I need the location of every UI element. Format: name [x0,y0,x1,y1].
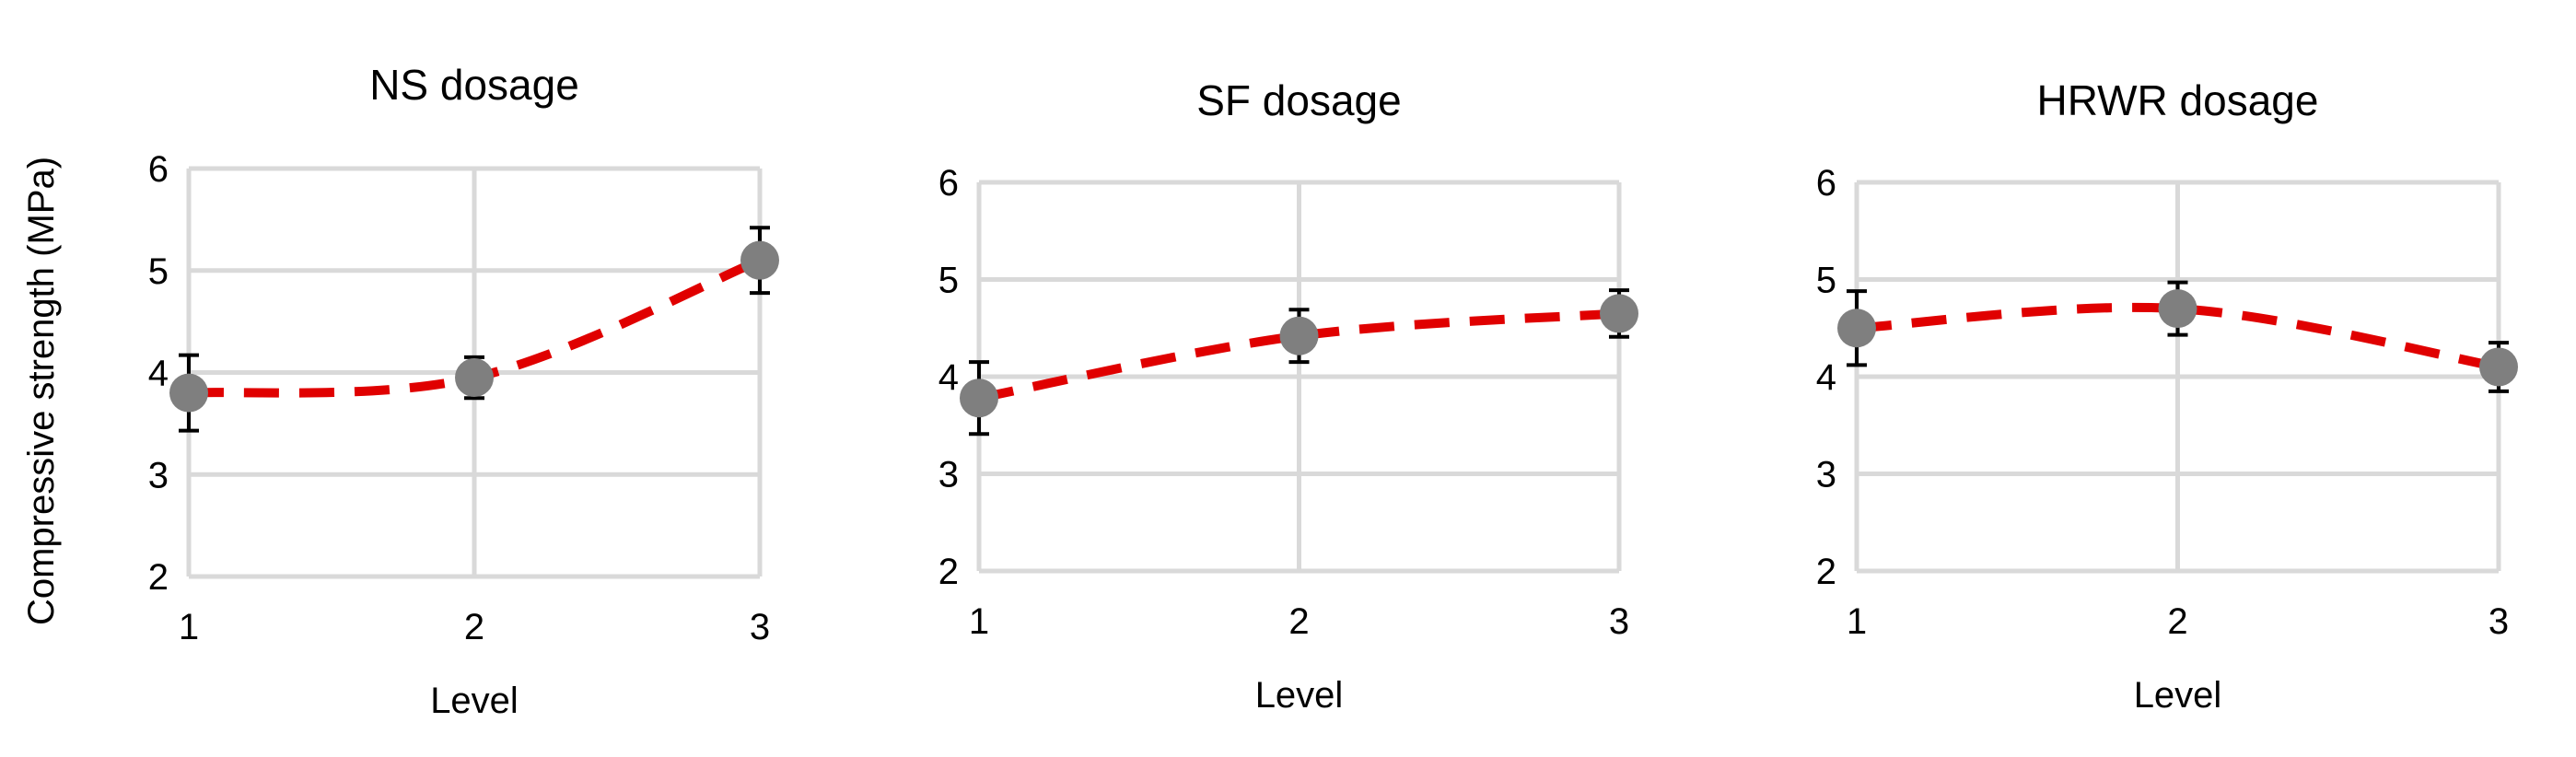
y-tick-label: 4 [1816,357,1836,398]
y-tick-label: 3 [148,455,169,495]
y-tick-label: 2 [1816,552,1836,592]
data-point [740,240,779,280]
x-tick-label: 1 [969,601,989,642]
data-point [2158,289,2197,329]
x-tick-label: 2 [2167,601,2187,642]
x-axis-label: Level [2134,675,2222,716]
y-tick-label: 3 [1816,455,1836,495]
y-tick-label: 4 [938,357,959,398]
y-tick-label: 6 [1816,163,1836,204]
y-tick-label: 2 [148,557,169,598]
x-axis-label: Level [430,681,519,721]
x-tick-label: 3 [2489,601,2509,642]
data-point [1837,309,1876,348]
x-tick-label: 1 [1847,601,1867,642]
y-tick-label: 2 [938,552,959,592]
y-axis-label: Compressive strength (MPa) [21,157,62,625]
series-line [1856,302,2500,372]
data-point [2479,347,2518,387]
data-point [169,373,208,413]
y-tick-label: 3 [938,455,959,495]
x-tick-label: 2 [1288,601,1309,642]
y-tick-label: 5 [1816,261,1836,301]
series-line [978,309,1620,403]
y-tick-label: 6 [148,149,169,190]
data-point [960,378,998,418]
x-axis-label: Level [1255,675,1344,716]
chart-title: NS dosage [369,61,579,109]
x-tick-label: 2 [464,607,484,647]
data-point [1279,316,1319,355]
data-point [1600,294,1638,333]
y-tick-label: 4 [148,354,169,394]
chart-title: SF dosage [1196,76,1401,124]
y-tick-label: 5 [938,261,959,301]
chart-title: HRWR dosage [2037,76,2319,124]
data-point [455,358,494,398]
x-tick-label: 1 [179,607,199,647]
y-tick-label: 5 [148,251,169,292]
x-tick-label: 3 [1609,601,1629,642]
y-tick-label: 6 [938,163,959,204]
x-tick-label: 3 [750,607,770,647]
